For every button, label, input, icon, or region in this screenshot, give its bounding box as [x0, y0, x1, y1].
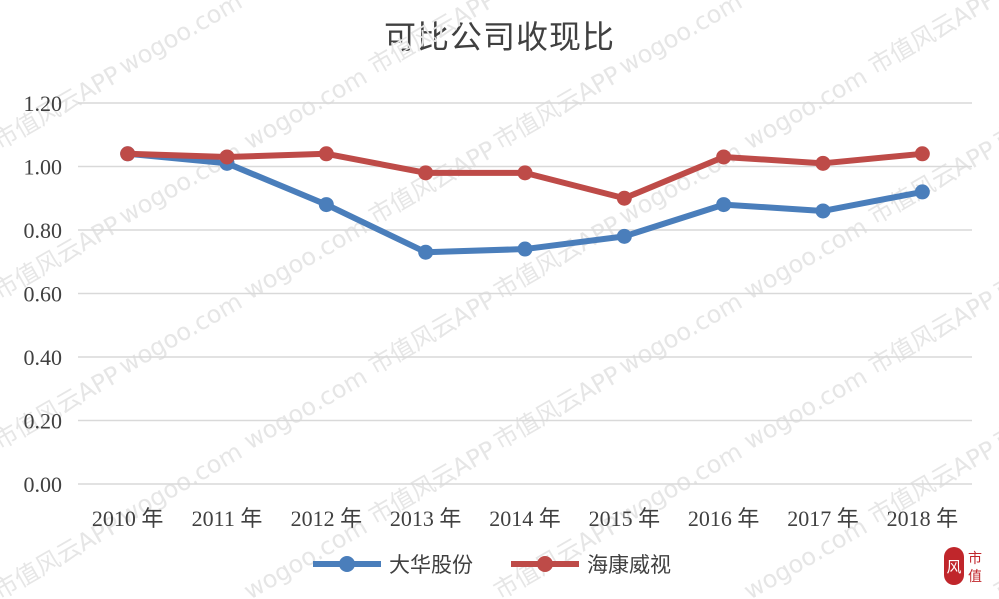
- data-point: [517, 241, 533, 257]
- x-tick-label: 2010 年: [92, 506, 164, 531]
- svg-text:市值风云APP: 市值风云APP: [489, 60, 625, 155]
- x-tick-label: 2018 年: [887, 506, 959, 531]
- x-tick-label: 2011 年: [192, 506, 263, 531]
- data-point: [716, 197, 732, 213]
- legend-item: 海康威视: [511, 553, 671, 577]
- data-point: [815, 155, 831, 171]
- x-tick-label: 2015 年: [589, 506, 661, 531]
- y-tick-label: 0.20: [24, 409, 63, 434]
- y-tick-label: 1.00: [24, 155, 63, 180]
- svg-text:市值风云APP: 市值风云APP: [864, 0, 999, 80]
- svg-text:wogoo.com: wogoo.com: [239, 62, 372, 155]
- svg-text:值: 值: [968, 569, 982, 585]
- svg-text:市值风云APP: 市值风云APP: [0, 60, 125, 155]
- data-point: [914, 146, 930, 162]
- svg-text:市值风云APP: 市值风云APP: [989, 210, 999, 305]
- x-tick-label: 2013 年: [390, 506, 462, 531]
- data-point: [716, 149, 732, 165]
- svg-text:市值风云APP: 市值风云APP: [364, 0, 500, 80]
- svg-text:市值风云APP: 市值风云APP: [989, 360, 999, 455]
- svg-text:wogoo.com: wogoo.com: [739, 62, 872, 155]
- y-tick-label: 0.60: [24, 282, 63, 307]
- chart-title: 可比公司收现比: [383, 18, 615, 56]
- svg-text:市值风云APP: 市值风云APP: [489, 360, 625, 455]
- series-hikvision: [120, 146, 930, 206]
- x-tick-label: 2014 年: [489, 506, 561, 531]
- svg-text:wogoo.com: wogoo.com: [239, 212, 372, 305]
- x-tick-label: 2012 年: [291, 506, 363, 531]
- svg-text:市值风云APP: 市值风云APP: [0, 0, 125, 5]
- svg-text:wogoo.com: wogoo.com: [239, 0, 372, 5]
- svg-text:wogoo.com: wogoo.com: [614, 287, 747, 380]
- svg-text:市值风云APP: 市值风云APP: [864, 135, 999, 230]
- data-point: [517, 165, 533, 181]
- svg-text:市值风云APP: 市值风云APP: [0, 360, 125, 455]
- data-point: [318, 197, 334, 213]
- svg-text:市值风云APP: 市值风云APP: [989, 510, 999, 599]
- legend-label: 海康威视: [587, 553, 671, 577]
- y-tick-label: 0.00: [24, 472, 63, 497]
- svg-text:风: 风: [946, 558, 961, 576]
- y-tick-label: 1.20: [24, 91, 63, 116]
- data-point: [616, 190, 632, 206]
- svg-text:wogoo.com: wogoo.com: [239, 362, 372, 455]
- y-tick-label: 0.80: [24, 218, 63, 243]
- svg-text:wogoo.com: wogoo.com: [114, 0, 247, 80]
- data-point: [219, 149, 235, 165]
- data-point: [318, 146, 334, 162]
- svg-text:市值风云APP: 市值风云APP: [364, 285, 500, 380]
- data-point: [815, 203, 831, 219]
- svg-text:wogoo.com: wogoo.com: [739, 0, 872, 5]
- legend: 大华股份 海康威视: [313, 553, 671, 577]
- svg-text:市值风云APP: 市值风云APP: [364, 135, 500, 230]
- data-point: [616, 228, 632, 244]
- brand-logo: 风 市 值: [944, 545, 988, 589]
- svg-text:市值风云APP: 市值风云APP: [0, 210, 125, 305]
- svg-text:wogoo.com: wogoo.com: [614, 0, 747, 80]
- legend-item: 大华股份: [313, 553, 473, 577]
- svg-text:wogoo.com: wogoo.com: [739, 212, 872, 305]
- x-tick-label: 2016 年: [688, 506, 760, 531]
- svg-text:wogoo.com: wogoo.com: [739, 362, 872, 455]
- svg-text:市值风云APP: 市值风云APP: [989, 60, 999, 155]
- x-tick-label: 2017 年: [787, 506, 859, 531]
- data-point: [418, 165, 434, 181]
- svg-text:wogoo.com: wogoo.com: [114, 287, 247, 380]
- svg-text:市值风云APP: 市值风云APP: [864, 285, 999, 380]
- svg-text:市值风云APP: 市值风云APP: [489, 210, 625, 305]
- svg-text:市: 市: [968, 550, 982, 567]
- y-tick-label: 0.40: [24, 345, 63, 370]
- svg-text:市值风云APP: 市值风云APP: [489, 0, 625, 5]
- data-point: [418, 244, 434, 260]
- data-point: [120, 146, 136, 162]
- data-point: [914, 184, 930, 200]
- legend-label: 大华股份: [389, 553, 473, 577]
